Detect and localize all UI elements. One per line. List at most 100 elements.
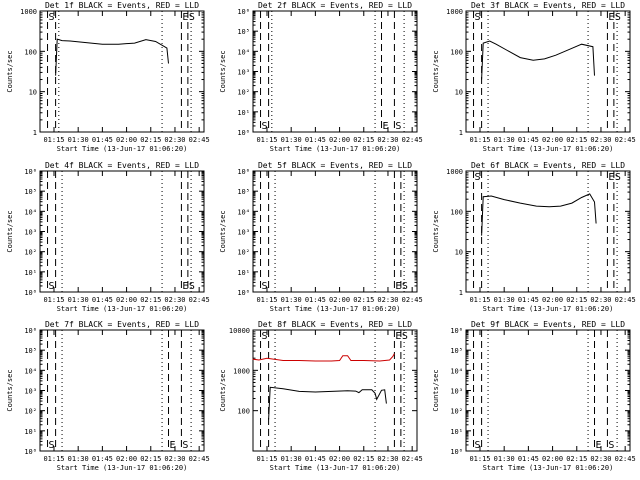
marker-label: S [49, 440, 55, 451]
y-tick-label: 10² [237, 89, 250, 97]
x-tick-label: 01:15 [43, 296, 64, 304]
x-tick-label: 01:15 [43, 455, 64, 463]
x-tick-label: 01:45 [518, 296, 539, 304]
x-tick-label: 02:00 [116, 296, 137, 304]
x-tick-label: 02:30 [377, 136, 398, 144]
x-tick-label: 01:15 [469, 296, 490, 304]
plot-frame [252, 329, 418, 452]
x-tick-label: 01:15 [469, 136, 490, 144]
x-tick-label: 02:30 [164, 455, 185, 463]
y-tick-label: 1000 [233, 367, 250, 375]
y-tick-label: 10³ [237, 229, 250, 237]
panel-4: Det 4f BLACK = Events, RED = LLD 10⁰ 10¹ 10… [6, 161, 210, 313]
plot-frame [465, 170, 631, 293]
x-tick-label: 02:00 [542, 455, 563, 463]
y-tick-label: 10³ [450, 388, 463, 396]
x-tick-label: 01:15 [469, 455, 490, 463]
y-tick-label: 10² [237, 249, 250, 257]
x-axis-label: Start Time (13-Jun-17 01:06:20) [270, 464, 401, 472]
y-tick-label: 100 [237, 408, 250, 416]
x-tick-label: 02:00 [329, 136, 350, 144]
y-tick-label: 10⁴ [450, 367, 463, 375]
y-axis-label: Counts/sec [6, 369, 14, 411]
panel-2: Det 2f BLACK = Events, RED = LLD 10⁰ 10¹ 10… [219, 1, 423, 153]
y-tick-label: 10⁴ [237, 208, 250, 216]
x-tick-label: 02:30 [164, 136, 185, 144]
x-tick-label: 02:30 [377, 455, 398, 463]
marker-label: S [189, 281, 195, 292]
y-tick-label: 10⁵ [237, 188, 250, 196]
marker-label: S [615, 172, 621, 183]
y-axis-label: Counts/sec [432, 369, 440, 411]
y-tick-label: 10⁰ [24, 289, 37, 297]
events-series-line [481, 40, 595, 80]
x-tick-label: 01:30 [68, 455, 89, 463]
x-tick-label: 02:45 [402, 455, 423, 463]
x-tick-label: 01:30 [281, 455, 302, 463]
y-tick-label: 1 [33, 129, 37, 137]
y-tick-label: 10⁰ [237, 289, 250, 297]
x-tick-label: 02:45 [189, 455, 210, 463]
x-tick-label: 01:45 [305, 136, 326, 144]
x-tick-label: 02:15 [566, 296, 587, 304]
marker-label: E [170, 440, 176, 451]
x-tick-label: 02:30 [590, 296, 611, 304]
x-axis-label: Start Time (13-Jun-17 01:06:20) [483, 305, 614, 313]
x-tick-label: 02:30 [377, 296, 398, 304]
x-tick-label: 01:30 [494, 455, 515, 463]
panel-title: Det 3f BLACK = Events, RED = LLD [471, 1, 625, 10]
x-tick-label: 01:30 [281, 136, 302, 144]
x-tick-label: 02:15 [140, 455, 161, 463]
panel-3: Det 3f BLACK = Events, RED = LLD 1 10 100 10… [432, 1, 636, 153]
y-tick-label: 10000 [229, 327, 250, 335]
x-axis-label: Start Time (13-Jun-17 01:06:20) [483, 145, 614, 153]
x-tick-label: 01:15 [256, 136, 277, 144]
y-axis-label: Counts/sec [219, 369, 227, 411]
marker-label: S [608, 440, 614, 451]
x-tick-label: 02:15 [566, 455, 587, 463]
plot-frame [39, 329, 205, 452]
y-tick-label: 10⁰ [24, 448, 37, 456]
y-tick-label: 10² [24, 408, 37, 416]
panel-title: Det 1f BLACK = Events, RED = LLD [45, 1, 199, 10]
marker-label: E [182, 281, 188, 292]
x-tick-label: 01:45 [518, 136, 539, 144]
marker-label: E [383, 121, 389, 132]
marker-label: E [596, 440, 602, 451]
y-tick-label: 100 [24, 48, 37, 56]
marker-label: S [262, 121, 268, 132]
marker-label: S [402, 281, 408, 292]
y-axis-label: Counts/sec [219, 50, 227, 92]
y-tick-label: 100 [450, 48, 463, 56]
marker-label: S [475, 172, 481, 183]
y-tick-label: 1000 [446, 168, 463, 176]
plot-frame [465, 329, 631, 452]
x-tick-label: 01:30 [68, 136, 89, 144]
x-tick-label: 01:30 [494, 136, 515, 144]
x-tick-label: 01:45 [92, 455, 113, 463]
x-tick-label: 01:45 [305, 296, 326, 304]
plot-frame [252, 170, 418, 293]
y-tick-label: 10⁶ [450, 327, 463, 335]
x-tick-label: 02:15 [353, 455, 374, 463]
y-tick-label: 10¹ [450, 428, 463, 436]
marker-label: S [182, 440, 188, 451]
x-tick-label: 02:15 [566, 136, 587, 144]
y-axis-label: Counts/sec [432, 210, 440, 252]
y-tick-label: 10⁶ [24, 168, 37, 176]
panel-title: Det 6f BLACK = Events, RED = LLD [471, 161, 625, 170]
plot-frame [465, 10, 631, 133]
x-tick-label: 01:30 [494, 296, 515, 304]
x-axis-label: Start Time (13-Jun-17 01:06:20) [270, 145, 401, 153]
x-tick-label: 02:15 [353, 296, 374, 304]
y-tick-label: 10 [455, 249, 463, 257]
x-tick-label: 01:30 [281, 296, 302, 304]
x-axis-label: Start Time (13-Jun-17 01:06:20) [57, 145, 188, 153]
marker-label: S [402, 331, 408, 342]
y-tick-label: 10⁵ [24, 188, 37, 196]
y-axis-label: Counts/sec [6, 50, 14, 92]
y-tick-label: 10 [455, 89, 463, 97]
y-tick-label: 10³ [24, 388, 37, 396]
marker-label: E [182, 12, 188, 23]
